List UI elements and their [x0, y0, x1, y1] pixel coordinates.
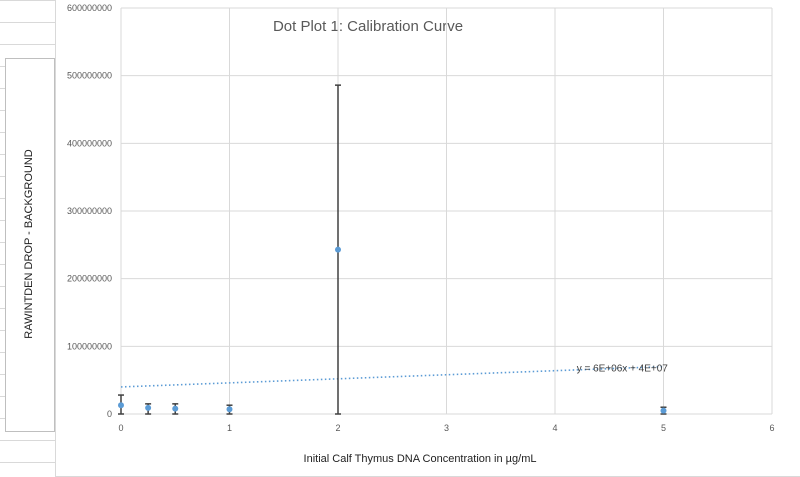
data-point [118, 402, 124, 409]
y-tick-label: 200000000 [67, 274, 112, 284]
chart-area[interactable] [55, 0, 800, 477]
x-tick-label: 0 [118, 423, 123, 433]
y-tick-label: 400000000 [67, 138, 112, 148]
y-tick-label: 600000000 [67, 3, 112, 13]
x-tick-label: 3 [444, 423, 449, 433]
chart-title: Dot Plot 1: Calibration Curve [273, 18, 463, 35]
data-point [145, 404, 152, 411]
x-tick-label: 6 [769, 423, 774, 433]
data-point [660, 407, 667, 414]
x-tick-label: 4 [552, 423, 557, 433]
y-tick-label: 0 [107, 409, 112, 419]
y-tick-label: 300000000 [67, 206, 112, 216]
trendline [120, 365, 664, 388]
data-point [172, 405, 179, 412]
x-tick-label: 2 [335, 423, 340, 433]
y-axis-title-box[interactable] [5, 58, 55, 432]
x-axis-title: Initial Calf Thymus DNA Concentration in… [304, 453, 537, 465]
x-tick-label: 5 [661, 423, 666, 433]
x-tick-label: 1 [227, 423, 232, 433]
data-point [226, 406, 233, 413]
y-tick-label: 500000000 [67, 71, 112, 81]
data-point [335, 246, 341, 253]
y-tick-label: 100000000 [67, 341, 112, 351]
trendline-equation: y = 6E+06x + 4E+07 [577, 363, 669, 374]
